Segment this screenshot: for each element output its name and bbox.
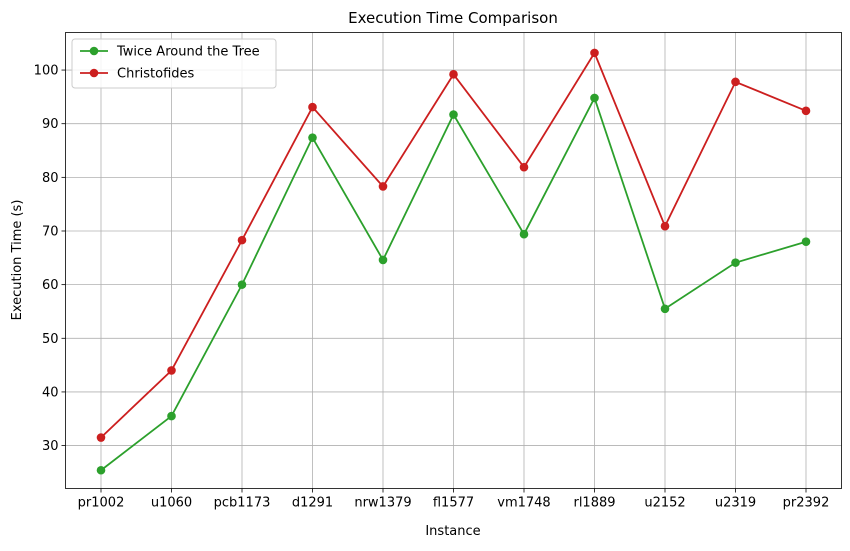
- y-tick-label: 90: [42, 117, 59, 132]
- data-point-twice-around-the-tree: [167, 411, 176, 421]
- x-tick-label: d1291: [292, 496, 333, 511]
- legend-marker: [89, 46, 99, 56]
- data-point-twice-around-the-tree: [96, 465, 106, 475]
- data-point-twice-around-the-tree: [731, 258, 740, 267]
- y-tick-label: 40: [42, 385, 59, 400]
- x-tick-label: vm1748: [497, 496, 550, 511]
- y-tick-label: 100: [34, 64, 59, 79]
- x-tick-label: pr1002: [78, 496, 125, 511]
- data-point-twice-around-the-tree: [590, 93, 599, 103]
- plot-frame: [65, 32, 842, 489]
- data-point-christofides: [801, 106, 811, 116]
- legend-box: [71, 38, 277, 89]
- x-tick-label: nrw1379: [354, 496, 411, 511]
- data-point-twice-around-the-tree: [308, 133, 317, 142]
- x-tick-label: u1060: [151, 496, 192, 511]
- x-tick-label: pcb1173: [214, 496, 271, 511]
- y-tick-label: 50: [42, 332, 59, 347]
- data-point-twice-around-the-tree: [801, 237, 811, 247]
- data-point-christofides: [237, 235, 247, 245]
- y-tick-label: 30: [42, 439, 59, 454]
- x-tick-label: rl1889: [573, 496, 615, 511]
- grid-lines: [65, 32, 842, 489]
- data-point-christofides: [731, 77, 740, 87]
- data-point-christofides: [378, 182, 388, 191]
- x-tick-label: pr2392: [783, 496, 830, 511]
- legend-label: Twice Around the Tree: [116, 45, 260, 60]
- legend-label: Christofides: [117, 67, 195, 82]
- data-point-twice-around-the-tree: [519, 229, 529, 239]
- series-group: [96, 48, 811, 475]
- data-point-christofides: [590, 48, 599, 58]
- y-axis-label: Execution Time (s): [10, 200, 25, 321]
- legend-marker: [89, 68, 99, 78]
- x-axis-label: Instance: [425, 524, 480, 539]
- x-axis-ticks: pr1002 u1060 pcb1173 d1291 nrw1379 fl1577 vm17…: [78, 488, 830, 511]
- y-tick-label: 70: [42, 224, 59, 239]
- data-point-christofides: [96, 433, 106, 442]
- data-point-christofides: [660, 221, 670, 231]
- data-point-twice-around-the-tree: [449, 110, 458, 119]
- x-tick-label: u2152: [644, 496, 685, 511]
- y-tick-label: 60: [42, 278, 59, 293]
- chart-title: Execution Time Comparison: [348, 9, 558, 27]
- data-point-twice-around-the-tree: [660, 304, 670, 314]
- legend: Twice Around the Tree Christofides: [71, 38, 277, 89]
- data-point-twice-around-the-tree: [378, 255, 388, 265]
- y-tick-label: 80: [42, 171, 59, 186]
- y-axis-ticks: 30 40 50 60 70 80 90 100: [34, 64, 66, 454]
- data-point-christofides: [167, 366, 176, 375]
- data-point-christofides: [519, 162, 529, 172]
- data-point-christofides: [308, 102, 317, 112]
- x-tick-label: u2319: [715, 496, 756, 511]
- x-tick-label: fl1577: [433, 496, 474, 511]
- data-point-christofides: [449, 70, 458, 79]
- data-point-twice-around-the-tree: [237, 280, 247, 289]
